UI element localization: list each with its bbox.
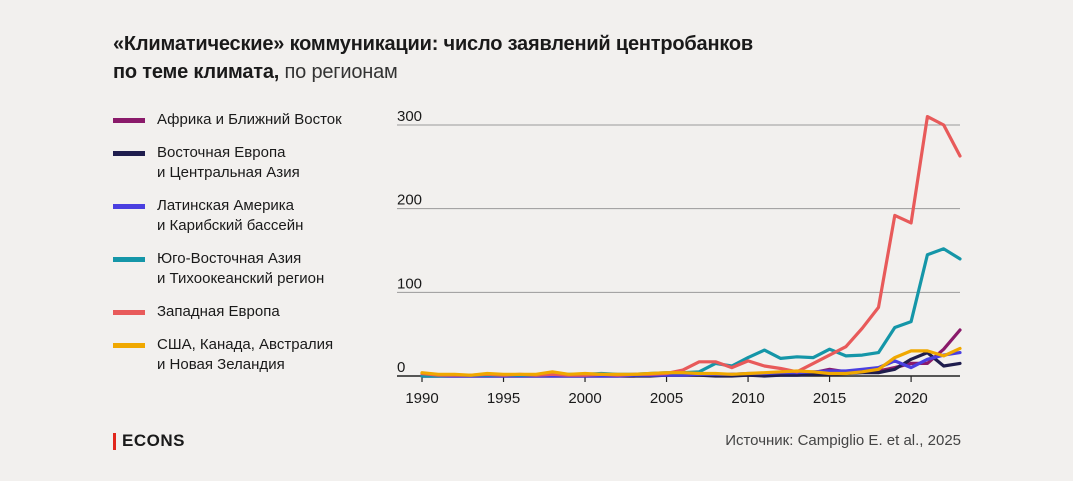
y-tick-label: 300 [397, 108, 422, 125]
legend-label: Африка и Ближний Восток [157, 111, 342, 128]
chart-legend: Африка и Ближний Восток Восточная Европа … [113, 110, 383, 375]
brand-logo: ECONS [113, 431, 185, 451]
legend-label: Западная Европа [157, 303, 280, 320]
series-line-3 [420, 247, 962, 378]
legend-item: Латинская Америка и Карибский бассейн [113, 196, 383, 236]
legend-item: Восточная Европа и Центральная Азия [113, 143, 383, 183]
legend-label: Восточная Европа и Центральная Азия [157, 144, 300, 181]
title-main: «Климатические» коммуникации: число заяв… [113, 33, 754, 83]
legend-label: Латинская Америка и Карибский бассейн [157, 197, 304, 234]
legend-swatch [113, 310, 145, 315]
x-tick-label: 2015 [813, 390, 846, 407]
y-tick-label: 200 [397, 192, 422, 209]
title-suffix: по регионам [284, 61, 398, 83]
series-line-4 [420, 114, 962, 377]
brand-text: ECONS [122, 431, 185, 450]
x-tick-label: 2005 [650, 390, 683, 407]
legend-item: Африка и Ближний Восток [113, 110, 383, 130]
legend-label: США, Канада, Австралия и Новая Зеландия [157, 336, 334, 373]
source-note: Источник: Campiglio E. et al., 2025 [725, 432, 961, 449]
x-tick-label: 2000 [568, 390, 601, 407]
y-tick-label: 100 [397, 275, 422, 292]
series-lines [420, 114, 962, 378]
grid-lines [397, 124, 960, 377]
legend-label: Юго-Восточная Азия и Тихоокеанский регио… [157, 250, 325, 287]
legend-swatch [113, 118, 145, 123]
legend-swatch [113, 257, 145, 262]
x-tick-label: 1990 [405, 390, 438, 407]
legend-swatch [113, 151, 145, 156]
legend-item: Западная Европа [113, 302, 383, 322]
x-tick-label: 2010 [731, 390, 764, 407]
x-tick-labels: 1990 1995 2000 2005 2010 2015 2020 [405, 376, 928, 407]
legend-item: Юго-Восточная Азия и Тихоокеанский регио… [113, 249, 383, 289]
brand-bar [113, 432, 116, 450]
legend-item: США, Канада, Австралия и Новая Зеландия [113, 335, 383, 375]
y-tick-label: 0 [397, 359, 405, 376]
legend-swatch [113, 204, 145, 209]
x-tick-label: 2020 [894, 390, 927, 407]
x-tick-label: 1995 [487, 390, 520, 407]
y-tick-labels: 300 200 100 0 [397, 108, 422, 376]
chart-title: «Климатические» коммуникации: число заяв… [113, 30, 753, 86]
legend-swatch [113, 343, 145, 348]
series-line-5 [420, 346, 962, 377]
